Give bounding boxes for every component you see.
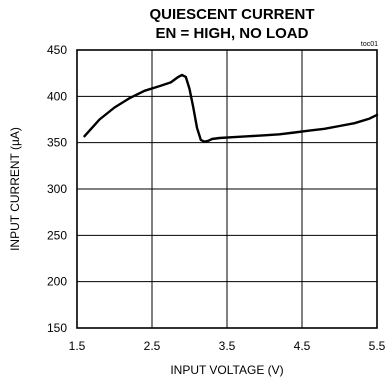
chart-title: QUIESCENT CURRENT: [149, 6, 314, 23]
y-tick-label: 450: [47, 43, 67, 57]
y-tick-label: 150: [47, 321, 67, 335]
y-tick-label: 300: [47, 182, 67, 196]
series-line: [83, 73, 379, 143]
gridlines: [76, 49, 378, 329]
y-tick-label: 200: [47, 275, 67, 289]
y-tick-label: 400: [47, 89, 67, 103]
x-tick-label: 3.5: [219, 339, 236, 353]
x-tick-label: 2.5: [144, 339, 161, 353]
x-tick-label: 1.5: [69, 339, 86, 353]
x-tick-label: 4.5: [294, 339, 311, 353]
y-tick-label: 350: [47, 136, 67, 150]
x-tick-label: 5.5: [369, 339, 386, 353]
y-tick-labels: 150 200 250 300 350 400 450: [47, 43, 67, 335]
y-axis-label: INPUT CURRENT (µA): [8, 127, 22, 251]
chart-subtitle: EN = HIGH, NO LOAD: [156, 25, 309, 42]
y-tick-label: 250: [47, 228, 67, 242]
figure-code: toc01: [361, 41, 378, 48]
plot-frame: [76, 49, 378, 329]
x-tick-labels: 1.5 2.5 3.5 4.5 5.5: [69, 339, 386, 353]
series-layer: [83, 73, 379, 143]
x-axis-label: INPUT VOLTAGE (V): [170, 363, 283, 377]
